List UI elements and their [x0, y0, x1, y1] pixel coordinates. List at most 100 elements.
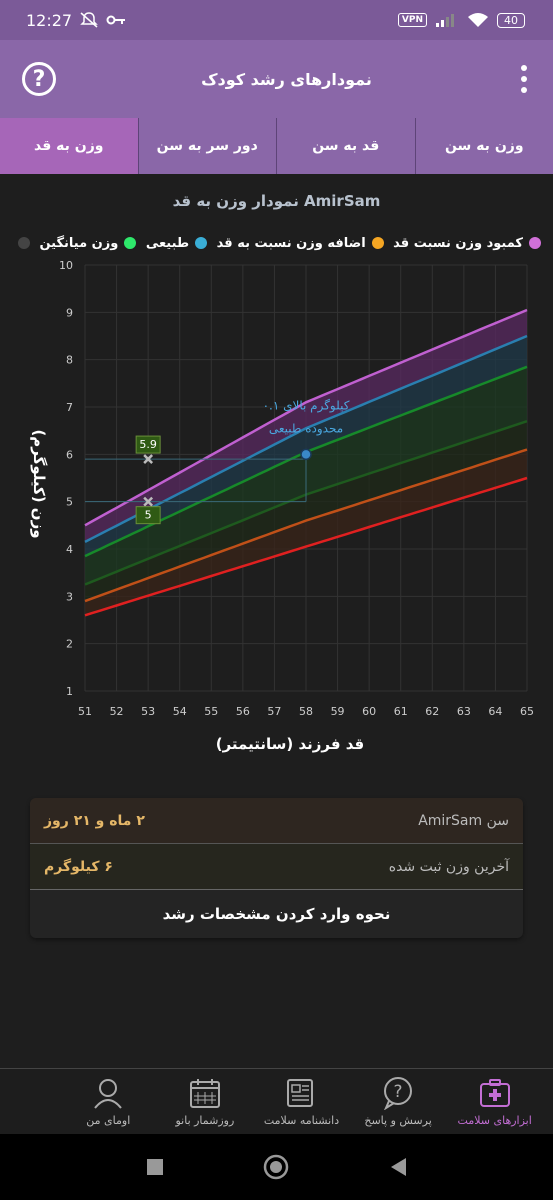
band-fill [85, 449, 527, 616]
x-tick-label: 59 [331, 705, 345, 718]
system-navigation-bar [0, 1134, 553, 1200]
muted-notification-icon [80, 12, 98, 28]
chart-legend: کمبود وزن نسبت قد اضافه وزن نسبت به قد ط… [12, 233, 541, 253]
tab-height-for-age[interactable]: قد به سن [276, 118, 415, 174]
app-bar: ? نمودارهای رشد کودک [0, 40, 553, 118]
data-label-badge [135, 435, 161, 454]
nav-health-tools[interactable]: ابزارهای سلامت [456, 1069, 534, 1134]
data-label-badge [135, 506, 161, 525]
y-tick-label: 9 [66, 306, 73, 319]
legend-item-extra[interactable] [12, 237, 30, 249]
legend-label: طبیعی [145, 235, 190, 251]
x-tick-label: 58 [299, 705, 313, 718]
x-tick-label: 56 [236, 705, 250, 718]
home-button-icon[interactable] [263, 1154, 289, 1180]
data-label: 5.9 [139, 438, 157, 451]
legend-dot [124, 237, 137, 249]
chart-title: نمودار وزن به قد AmirSam [172, 192, 381, 210]
growth-info-card: ۲ ماه و ۲۱ روز سن AmirSam ۶ کیلوگرم آخری… [30, 798, 523, 938]
y-tick-label: 8 [66, 354, 73, 367]
x-tick-label: 61 [394, 705, 408, 718]
legend-label: وزن میانگین [39, 235, 119, 251]
y-tick-label: 4 [66, 543, 73, 556]
data-point-marker [143, 496, 154, 507]
latest-point-marker [300, 448, 312, 461]
bottom-navigation: ابزارهای سلامت ? پرسش و پاسخ دانشنامه سل… [0, 1068, 553, 1134]
age-label: سن AmirSam [418, 812, 509, 829]
y-tick-label: 10 [59, 259, 73, 272]
data-label: 5 [145, 509, 152, 522]
nav-label: ابزارهای سلامت [457, 1114, 532, 1127]
battery-indicator: 40 [497, 12, 525, 28]
last-weight-row: ۶ کیلوگرم آخرین وزن ثبت شده [30, 844, 523, 890]
y-axis-label: وزن (کیلوگرم) [30, 429, 48, 538]
band-fill [85, 421, 527, 602]
series-line [84, 334, 528, 544]
x-tick-label: 57 [267, 705, 281, 718]
wifi-icon [468, 13, 488, 27]
legend-item-overweight[interactable]: اضافه وزن نسبت به قد [217, 236, 384, 251]
y-tick-label: 5 [66, 496, 73, 509]
signal-icon [436, 14, 454, 27]
nav-profile[interactable]: اومای من [69, 1069, 147, 1134]
vpn-badge: VPN [397, 13, 427, 27]
help-circle-icon[interactable]: ? [22, 62, 56, 96]
x-tick-label: 62 [425, 705, 439, 718]
growth-entry-help-link[interactable]: نحوه وارد کردن مشخصات رشد [162, 905, 391, 923]
weight-for-height-chart: 51 52 53 54 55 56 57 58 59 60 61 62 63 64 65 1 2 3 4 5 6 7 8 9 1… [0, 250, 553, 770]
legend-dot [371, 237, 384, 249]
tab-weight-for-height[interactable]: وزن به قد [0, 118, 138, 174]
band-fill [85, 336, 527, 557]
series-line [84, 476, 528, 617]
legend-item-average[interactable]: وزن میانگین [39, 235, 137, 251]
age-value: ۲ ماه و ۲۱ روز [44, 812, 145, 829]
more-vertical-icon[interactable] [517, 65, 531, 93]
age-row: ۲ ماه و ۲۱ روز سن AmirSam [30, 798, 523, 844]
x-axis-label: قد فرزند (سانتیمتر) [216, 735, 365, 753]
annotation-line-2: محدوده طبیعی [269, 421, 343, 436]
nav-label: دانشنامه سلامت [263, 1114, 340, 1127]
x-tick-label: 65 [520, 705, 534, 718]
x-tick-label: 55 [204, 705, 218, 718]
nav-questions[interactable]: ? پرسش و پاسخ [359, 1069, 437, 1134]
x-tick-label: 52 [110, 705, 124, 718]
y-tick-label: 1 [66, 685, 73, 698]
x-tick-label: 63 [457, 705, 471, 718]
question-bubble-icon: ? [384, 1077, 413, 1110]
nav-label: روزشمار بانو [175, 1114, 235, 1127]
legend-item-normal[interactable]: طبیعی [145, 235, 208, 251]
x-tick-label: 60 [362, 705, 376, 718]
svg-text:?: ? [394, 1082, 403, 1102]
back-button-icon[interactable] [389, 1157, 407, 1177]
nav-label: پرسش و پاسخ [364, 1114, 432, 1127]
nav-calendar[interactable]: روزشمار بانو [166, 1069, 244, 1134]
y-tick-label: 2 [66, 638, 73, 651]
tab-head-circumference-for-age[interactable]: دور سر به سن [137, 118, 276, 174]
tab-weight-for-age[interactable]: وزن به سن [414, 118, 553, 174]
legend-label: کمبود وزن نسبت قد [393, 235, 523, 251]
x-tick-label: 53 [141, 705, 155, 718]
x-tick-label: 54 [173, 705, 187, 718]
chart-tabs: وزن به قد دور سر به سن قد به سن وزن به س… [0, 118, 553, 174]
x-tick-label: 51 [78, 705, 92, 718]
health-kit-icon [479, 1079, 510, 1107]
y-tick-label: 3 [66, 590, 73, 603]
legend-dot [528, 237, 541, 249]
legend-dot [18, 237, 30, 249]
annotation-line-1: ۰.۱ کیلوگرم بالای [263, 398, 350, 413]
series-line [84, 448, 528, 603]
status-bar: 12:27 VPN 40 [0, 0, 553, 40]
last-weight-label: آخرین وزن ثبت شده [388, 858, 509, 875]
nav-label: اومای من [86, 1114, 131, 1127]
recents-button-icon[interactable] [146, 1159, 163, 1175]
calendar-icon [189, 1079, 220, 1108]
encyclopedia-icon [287, 1079, 314, 1107]
legend-item-underweight[interactable]: کمبود وزن نسبت قد [393, 236, 541, 251]
y-tick-label: 6 [66, 448, 73, 461]
nav-encyclopedia[interactable]: دانشنامه سلامت [262, 1069, 340, 1134]
chart-svg: 51 52 53 54 55 56 57 58 59 60 61 62 63 64 651234567891… [30, 259, 534, 753]
profile-icon [94, 1079, 123, 1109]
key-icon [106, 15, 126, 25]
y-tick-label: 7 [66, 401, 73, 414]
status-time: 12:27 [26, 10, 73, 30]
